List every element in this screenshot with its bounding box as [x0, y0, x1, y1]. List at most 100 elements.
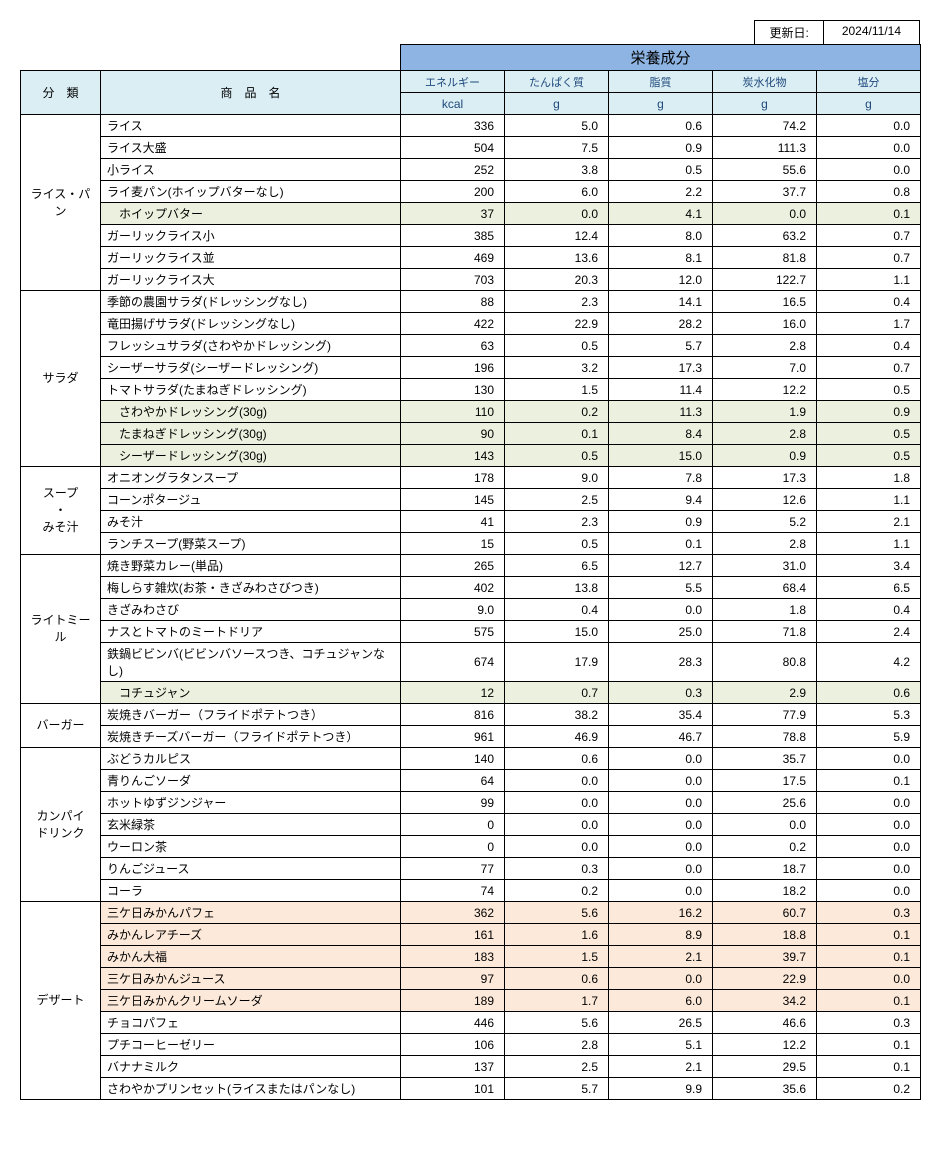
product-name: 焼き野菜カレー(単品): [101, 555, 401, 577]
value-cell: 2.2: [609, 181, 713, 203]
product-name: 鉄鍋ビビンバ(ビビンバソースつき、コチュジャンなし): [101, 643, 401, 682]
value-cell: 9.0: [505, 467, 609, 489]
table-row: 炭焼きチーズバーガー（フライドポテトつき）96146.946.778.85.9: [21, 726, 921, 748]
value-cell: 0.7: [817, 247, 921, 269]
product-name: ホイップバター: [101, 203, 401, 225]
value-cell: 0.0: [609, 748, 713, 770]
table-row: コーンポタージュ1452.59.412.61.1: [21, 489, 921, 511]
table-row: コチュジャン120.70.32.90.6: [21, 682, 921, 704]
value-cell: 1.8: [713, 599, 817, 621]
value-cell: 2.1: [609, 1056, 713, 1078]
category-cell: ライトミール: [21, 555, 101, 704]
value-cell: 2.3: [505, 511, 609, 533]
product-name: フレッシュサラダ(さわやかドレッシング): [101, 335, 401, 357]
product-name: みそ汁: [101, 511, 401, 533]
value-cell: 816: [401, 704, 505, 726]
value-cell: 68.4: [713, 577, 817, 599]
table-row: たまねぎドレッシング(30g)900.18.42.80.5: [21, 423, 921, 445]
value-cell: 336: [401, 115, 505, 137]
value-cell: 18.7: [713, 858, 817, 880]
value-cell: 4.1: [609, 203, 713, 225]
product-name: りんごジュース: [101, 858, 401, 880]
value-cell: 34.2: [713, 990, 817, 1012]
value-cell: 469: [401, 247, 505, 269]
table-head: 栄養成分 分 類 商 品 名 エネルギー たんぱく質 脂質 炭水化物 塩分 kc…: [21, 45, 921, 115]
update-box: 更新日: 2024/11/14: [754, 20, 920, 44]
product-name: ガーリックライス小: [101, 225, 401, 247]
table-row: バナナミルク1372.52.129.50.1: [21, 1056, 921, 1078]
product-name: 青りんごソーダ: [101, 770, 401, 792]
nutrition-title: 栄養成分: [401, 45, 921, 71]
value-cell: 0.3: [817, 902, 921, 924]
product-name: コーンポタージュ: [101, 489, 401, 511]
value-cell: 12.7: [609, 555, 713, 577]
value-cell: 0.0: [609, 858, 713, 880]
value-cell: 122.7: [713, 269, 817, 291]
value-cell: 28.2: [609, 313, 713, 335]
value-cell: 0.0: [609, 836, 713, 858]
table-row: ナスとトマトのミートドリア57515.025.071.82.4: [21, 621, 921, 643]
value-cell: 11.4: [609, 379, 713, 401]
update-row: 更新日: 2024/11/14: [20, 20, 920, 44]
table-row: バーガー炭焼きバーガー（フライドポテトつき）81638.235.477.95.3: [21, 704, 921, 726]
value-cell: 15.0: [609, 445, 713, 467]
product-name: ガーリックライス大: [101, 269, 401, 291]
value-cell: 9.9: [609, 1078, 713, 1100]
value-cell: 0.5: [817, 445, 921, 467]
table-row: プチコーヒーゼリー1062.85.112.20.1: [21, 1034, 921, 1056]
value-cell: 31.0: [713, 555, 817, 577]
value-cell: 2.1: [817, 511, 921, 533]
table-row: チョコパフェ4465.626.546.60.3: [21, 1012, 921, 1034]
value-cell: 0.7: [505, 682, 609, 704]
value-cell: 17.3: [609, 357, 713, 379]
product-name: 竜田揚げサラダ(ドレッシングなし): [101, 313, 401, 335]
table-row: 鉄鍋ビビンバ(ビビンバソースつき、コチュジャンなし)67417.928.380.…: [21, 643, 921, 682]
blank-corner: [21, 45, 401, 71]
value-cell: 1.5: [505, 379, 609, 401]
value-cell: 17.5: [713, 770, 817, 792]
value-cell: 1.1: [817, 489, 921, 511]
product-name: みかん大福: [101, 946, 401, 968]
value-cell: 0.8: [817, 181, 921, 203]
value-cell: 13.6: [505, 247, 609, 269]
table-row: ライス大盛5047.50.9111.30.0: [21, 137, 921, 159]
value-cell: 0.2: [713, 836, 817, 858]
value-cell: 8.0: [609, 225, 713, 247]
table-row: 梅しらす雑炊(お茶・きざみわさびつき)40213.85.568.46.5: [21, 577, 921, 599]
product-name: ホットゆずジンジャー: [101, 792, 401, 814]
table-row: コーラ740.20.018.20.0: [21, 880, 921, 902]
value-cell: 0.0: [609, 770, 713, 792]
value-cell: 189: [401, 990, 505, 1012]
value-cell: 3.2: [505, 357, 609, 379]
value-cell: 5.6: [505, 902, 609, 924]
table-row: りんごジュース770.30.018.70.0: [21, 858, 921, 880]
value-cell: 12: [401, 682, 505, 704]
value-cell: 6.5: [505, 555, 609, 577]
value-cell: 16.0: [713, 313, 817, 335]
value-cell: 0.6: [505, 968, 609, 990]
value-cell: 0.2: [817, 1078, 921, 1100]
value-cell: 0.0: [713, 203, 817, 225]
header-unit-4: g: [817, 93, 921, 115]
value-cell: 0.6: [609, 115, 713, 137]
product-name: 小ライス: [101, 159, 401, 181]
value-cell: 60.7: [713, 902, 817, 924]
update-value: 2024/11/14: [824, 21, 919, 44]
table-row: シーザーサラダ(シーザードレッシング)1963.217.37.00.7: [21, 357, 921, 379]
value-cell: 0.4: [817, 291, 921, 313]
value-cell: 0.4: [817, 335, 921, 357]
table-row: 三ケ日みかんクリームソーダ1891.76.034.20.1: [21, 990, 921, 1012]
value-cell: 0.0: [817, 858, 921, 880]
table-row: ガーリックライス並46913.68.181.80.7: [21, 247, 921, 269]
value-cell: 22.9: [505, 313, 609, 335]
value-cell: 145: [401, 489, 505, 511]
table-row: シーザードレッシング(30g)1430.515.00.90.5: [21, 445, 921, 467]
value-cell: 7.8: [609, 467, 713, 489]
value-cell: 46.7: [609, 726, 713, 748]
value-cell: 0.9: [609, 137, 713, 159]
value-cell: 9.4: [609, 489, 713, 511]
value-cell: 0.0: [609, 880, 713, 902]
header-col-0: エネルギー: [401, 71, 505, 93]
value-cell: 17.3: [713, 467, 817, 489]
product-name: オニオングラタンスープ: [101, 467, 401, 489]
